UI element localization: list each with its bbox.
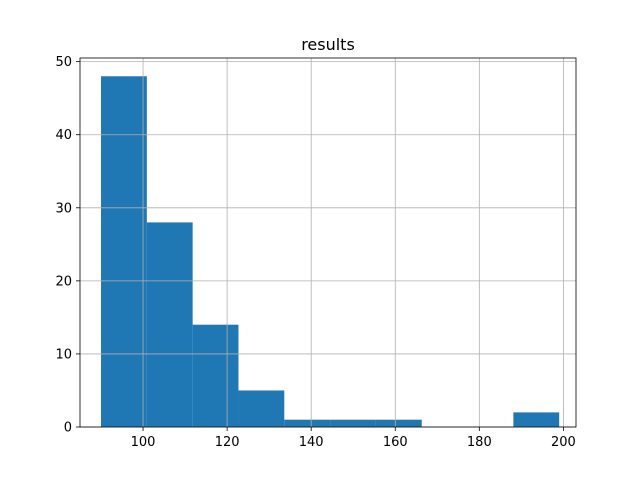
x-tick-label-4: 180 [467,435,492,450]
bars-layer [101,76,560,427]
ticks-layer: 100 120 140 160 180 200 0 10 20 30 40 50 [55,55,575,450]
histogram-bar-9 [513,412,560,427]
plot-frame [79,57,577,428]
y-tick-label-4: 40 [55,128,72,143]
histogram-bar-6 [375,419,422,427]
y-tick-label-3: 30 [55,201,72,216]
y-tick-label-0: 0 [64,421,72,436]
histogram-bar-3 [238,390,285,427]
axes-layer [79,57,577,428]
x-tick-label-3: 160 [383,435,408,450]
chart-title: results [301,35,355,54]
x-tick-label-0: 100 [131,435,156,450]
histogram-bar-4 [284,419,331,427]
histogram-bar-0 [101,76,147,427]
histogram-bar-5 [330,419,376,427]
histogram-bar-2 [192,324,239,427]
histogram-bar-1 [146,222,193,427]
y-tick-label-1: 10 [55,347,72,362]
x-tick-label-2: 140 [299,435,324,450]
y-tick-label-5: 50 [55,55,72,70]
x-tick-label-5: 200 [551,435,576,450]
x-tick-label-1: 120 [215,435,240,450]
y-tick-label-2: 20 [55,274,72,289]
